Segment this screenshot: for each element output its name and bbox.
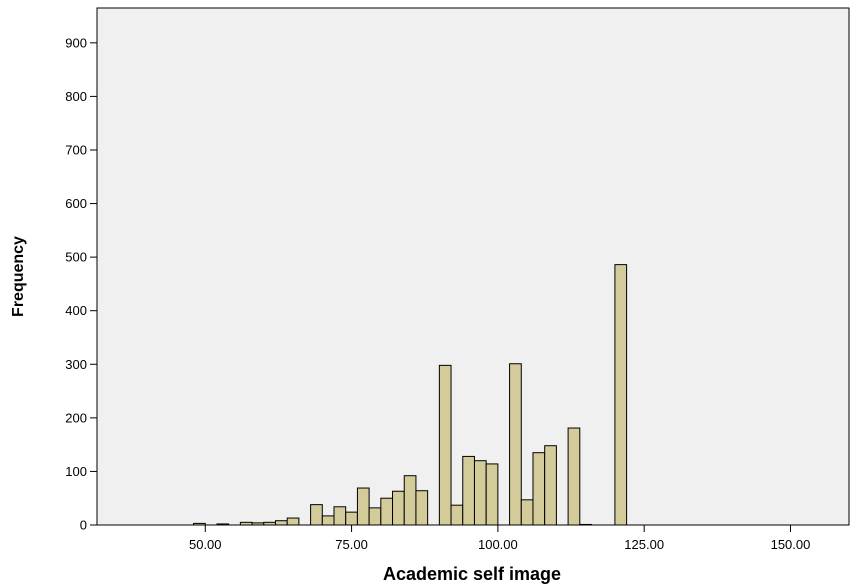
bar-5 — [274, 520, 288, 526]
y-tick-label: 900 — [65, 35, 87, 50]
y-tick-label: 400 — [65, 303, 87, 318]
y-axis: 0 100 200 300 400 500 600 700 800 900 — [65, 35, 97, 533]
x-tick-label: 100.00 — [478, 537, 518, 552]
bar-23 — [520, 499, 534, 526]
bar-19 — [462, 455, 475, 526]
bar-9 — [333, 506, 347, 526]
plot-area — [96, 7, 850, 526]
x-tick-label: 125.00 — [624, 537, 664, 552]
bar-25 — [544, 445, 557, 526]
x-tick-label: 150.00 — [771, 537, 811, 552]
bar-7 — [310, 504, 323, 526]
bar-3 — [251, 522, 265, 526]
bar-8 — [321, 515, 335, 526]
bar-16 — [415, 490, 429, 526]
y-tick-label: 500 — [65, 250, 87, 265]
bar-28 — [614, 264, 628, 526]
y-tick-label: 100 — [65, 464, 87, 479]
bar-14 — [392, 490, 405, 526]
bar-15 — [403, 475, 417, 526]
y-axis-title: Frequency — [10, 236, 27, 317]
y-tick-label: 0 — [80, 518, 87, 533]
bar-24 — [532, 452, 546, 526]
x-tick-label: 50.00 — [189, 537, 222, 552]
bar-11 — [356, 487, 370, 526]
y-tick-label: 200 — [65, 410, 87, 425]
bar-21 — [485, 463, 499, 526]
bar-12 — [368, 507, 382, 526]
bar-4 — [263, 521, 276, 526]
bar-6 — [286, 517, 300, 526]
bar-26 — [567, 427, 581, 526]
bar-22 — [509, 363, 522, 526]
bar-0 — [193, 522, 206, 526]
bar-17 — [438, 364, 452, 526]
bar-27 — [579, 523, 592, 526]
y-tick-label: 800 — [65, 89, 87, 104]
bars-group — [193, 264, 628, 526]
bar-2 — [239, 521, 253, 526]
y-tick-label: 700 — [65, 142, 87, 157]
bar-18 — [450, 504, 464, 526]
x-tick-label: 75.00 — [335, 537, 368, 552]
x-axis: 50.00 75.00 100.00 125.00 150.00 — [189, 525, 810, 552]
bar-10 — [345, 511, 358, 526]
y-tick-label: 600 — [65, 196, 87, 211]
bar-1 — [216, 523, 230, 526]
bar-13 — [380, 497, 394, 526]
y-tick-label: 300 — [65, 357, 87, 372]
bar-20 — [473, 460, 487, 526]
x-axis-title: Academic self image — [383, 564, 561, 584]
